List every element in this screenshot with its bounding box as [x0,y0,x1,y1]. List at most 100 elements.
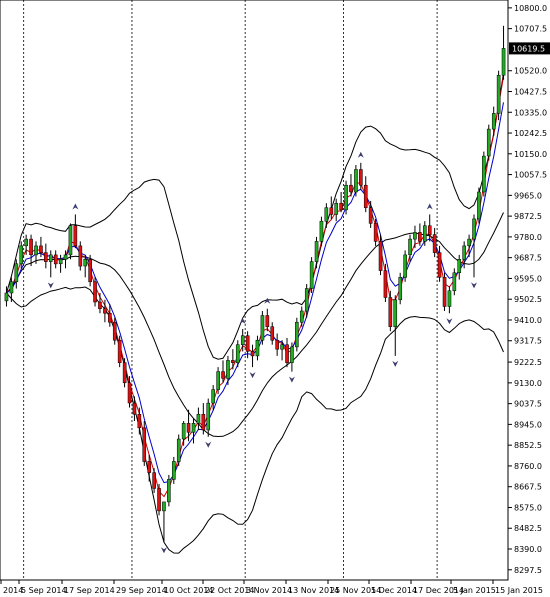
candle-body [467,238,471,247]
y-tick-label: 9872.5 [514,212,542,221]
fractal-up-marker [264,297,271,304]
candle [462,241,466,269]
candle-body [9,281,14,294]
candle-body [93,281,97,303]
x-tick-label: 22 Oct 2014 [205,586,254,595]
candle-body [181,423,186,440]
x-tick-label: 17 Dec 2014 [413,586,464,595]
candle-body [388,297,393,327]
candle [477,187,481,224]
candle-body [285,344,289,363]
candle-body [186,423,191,433]
price-axis: 10800.0 10707.5 10520.0 10427.5 10335.0 10242… [508,4,547,575]
candle-body [339,202,343,211]
candle-body [68,225,73,256]
candle-body [314,241,319,262]
candle-body [304,288,309,312]
candle-body [196,414,201,424]
candle-body [378,241,383,271]
y-tick-label: 9687.5 [514,254,542,263]
candle [98,293,102,314]
fractal-down-marker [446,318,453,325]
candle-body [408,238,412,256]
candle [368,200,373,228]
candle [452,268,457,296]
candle-body [245,335,250,352]
candle-body [201,414,206,431]
candle-body [299,310,304,323]
fractal-down-marker [249,372,256,379]
candle [196,407,201,431]
candle [437,245,442,282]
candle [501,25,506,80]
candle [393,295,398,356]
fractal-down-marker [392,360,399,367]
candle [231,349,235,370]
bollinger-lower [6,286,504,554]
candle-body [255,339,260,357]
candle-body [172,461,176,480]
candle [78,241,83,271]
candle-body [423,225,427,242]
fractal-up-marker [239,317,246,324]
candle [216,367,220,395]
candle [88,254,92,287]
candle [172,456,176,484]
candle [103,299,107,323]
candle-body [501,48,506,76]
fractal-up-marker [426,203,433,210]
candle [9,277,14,303]
x-tick-label: 15 Jan 2015 [495,586,543,595]
candle-body [24,238,28,247]
candle [112,317,117,345]
candle-body [368,207,373,224]
candle [329,196,334,219]
candle-body [413,232,417,240]
candle-body [496,74,501,114]
candle-body [491,113,496,130]
candle-body [191,423,196,433]
y-tick-label: 10335.0 [514,108,547,117]
candle [324,203,329,228]
x-tick-label: 25 Nov 2014 [330,586,381,595]
candle-body [112,321,117,341]
y-tick-label: 9595.0 [514,274,542,283]
candle [176,434,181,466]
candle-body [127,382,132,404]
candle [304,284,309,318]
candle [186,409,191,442]
candle-body [117,339,122,363]
candle-body [432,234,437,253]
candle-body [290,346,294,363]
candle-body [152,472,156,489]
period-separators [23,0,438,580]
candle [363,176,368,213]
candle [4,286,9,307]
candle [413,225,417,249]
candle-body [78,245,83,267]
candle [181,421,186,446]
candle-body [88,259,92,283]
y-tick-label: 9780.0 [514,233,542,242]
candle [319,216,324,246]
y-tick-label: 9965.0 [514,191,542,200]
candle [378,234,383,276]
candle-body [98,301,102,309]
candle-body [452,272,457,292]
candle-body [447,290,452,307]
candle-body [29,238,33,256]
candle [334,198,339,222]
candle-body [363,184,368,208]
candle [349,174,353,197]
candle [53,250,58,269]
x-tick-label: 2014 [3,586,23,595]
fractal-down-marker [47,282,54,289]
candle [432,227,437,258]
current-price-tag: 10619.5 [509,42,550,55]
y-tick-label: 8575.0 [514,503,542,512]
candle-body [137,414,142,429]
y-tick-label: 10242.5 [514,129,547,138]
candle-body [418,232,422,242]
candle [447,286,452,314]
